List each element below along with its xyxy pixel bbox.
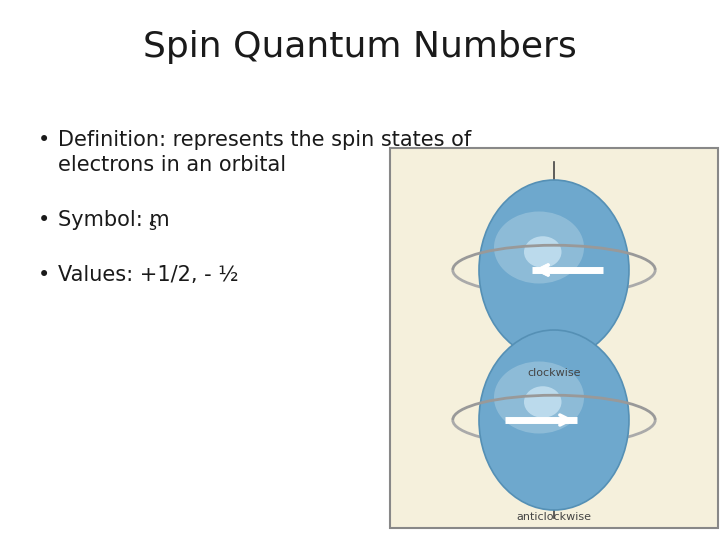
- Text: •: •: [38, 130, 50, 150]
- Text: clockwise: clockwise: [527, 368, 581, 378]
- Ellipse shape: [479, 330, 629, 510]
- Text: Definition: represents the spin states of: Definition: represents the spin states o…: [58, 130, 472, 150]
- Ellipse shape: [479, 180, 629, 360]
- Text: s: s: [148, 218, 156, 233]
- Text: Spin Quantum Numbers: Spin Quantum Numbers: [143, 30, 577, 64]
- Text: •: •: [38, 210, 50, 230]
- Ellipse shape: [494, 212, 584, 284]
- Text: anticlockwise: anticlockwise: [516, 512, 592, 522]
- Text: Symbol: m: Symbol: m: [58, 210, 170, 230]
- Text: electrons in an orbital: electrons in an orbital: [58, 155, 286, 175]
- FancyBboxPatch shape: [390, 148, 718, 528]
- Text: Values: +1/2, - ½: Values: +1/2, - ½: [58, 265, 238, 285]
- Ellipse shape: [524, 237, 562, 268]
- Ellipse shape: [494, 361, 584, 434]
- Ellipse shape: [524, 386, 562, 418]
- Text: •: •: [38, 265, 50, 285]
